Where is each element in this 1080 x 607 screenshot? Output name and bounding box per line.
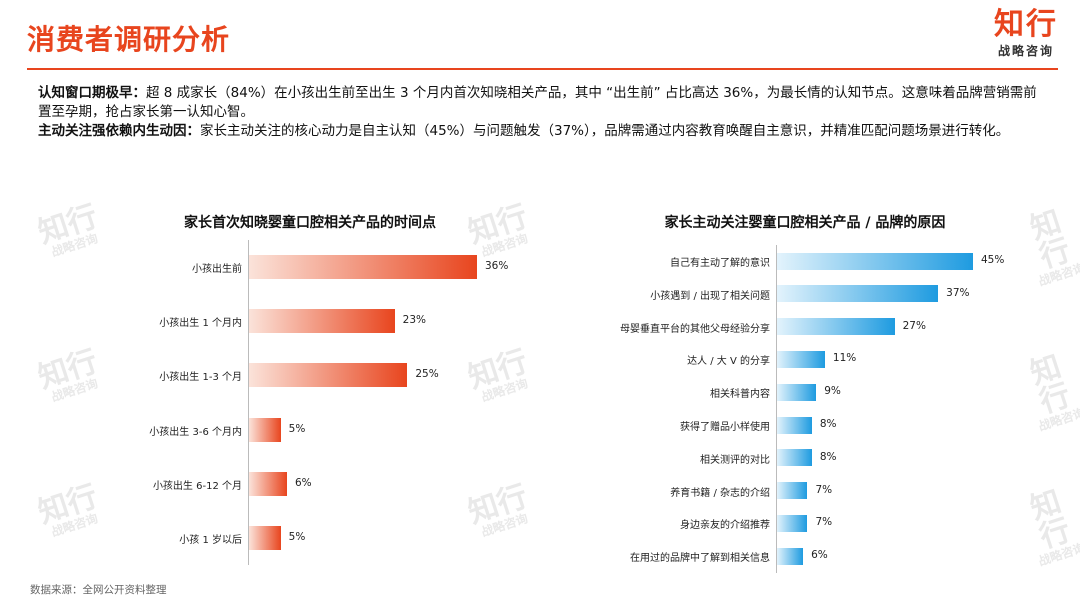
summary-point-2: 主动关注强依赖内生动因：家长主动关注的核心动力是自主认知（45%）与问题触发（3…: [38, 122, 1048, 141]
data-source-note: 数据来源：全网公开资料整理: [30, 584, 167, 596]
reason-chart-category-label: 获得了赠品小样使用: [680, 422, 770, 433]
watermark: 知行 战略咨询: [34, 344, 105, 405]
summary-text: 认知窗口期极早：超 8 成家长（84%）在小孩出生前至出生 3 个月内首次知晓相…: [38, 84, 1048, 141]
logo-sub-text: 战略咨询: [997, 44, 1054, 58]
time-chart-bar: [249, 417, 281, 442]
reason-chart-value-label: 11%: [832, 352, 857, 365]
reason-chart-bar: [777, 383, 817, 401]
summary-point-2-text: 家长主动关注的核心动力是自主认知（45%）与问题触发（37%），品牌需通过内容教…: [200, 123, 1010, 139]
reason-chart-category-label: 身边亲友的介绍推荐: [680, 520, 770, 532]
time-chart-category-label: 小孩出生 6-12 个月: [152, 480, 242, 492]
watermark: 知行 战略咨询: [34, 479, 105, 540]
reason-chart-category-label: 母婴垂直平台的其他父母经验分享: [620, 323, 770, 335]
time-chart-category-label: 小孩出生 3-6 个月内: [149, 426, 242, 438]
reason-chart-axis: [776, 244, 777, 573]
reason-chart-bar: [777, 416, 812, 434]
reason-chart-value-label: 8%: [819, 450, 837, 463]
time-chart-value-label: 25%: [415, 368, 439, 381]
watermark: 知行 战略咨询: [1015, 483, 1080, 568]
reason-chart-bar: [777, 252, 973, 270]
reason-chart-bar: [777, 514, 808, 532]
reason-chart-value-label: 6%: [811, 549, 828, 562]
reason-chart-bar: [777, 449, 812, 467]
reason-chart-bar: [777, 318, 895, 336]
reason-chart-bar: [777, 350, 825, 368]
reason-chart-bar: [777, 285, 939, 303]
time-chart-value-label: 5%: [288, 422, 306, 435]
reason-chart-category-label: 相关测评的对比: [700, 454, 770, 466]
watermark: 知行 战略咨询: [464, 344, 535, 405]
time-chart-value-label: 5%: [288, 531, 306, 543]
reason-chart-value-label: 7%: [815, 516, 833, 529]
summary-point-1-label: 认知窗口期极早：: [38, 85, 146, 101]
reason-chart-title: 家长主动关注婴童口腔相关产品 / 品牌的原因: [664, 215, 946, 231]
reason-chart-value-label: 9%: [824, 385, 841, 398]
reason-chart-value-label: 7%: [815, 483, 833, 496]
reason-chart-bar: [777, 547, 804, 565]
reason-chart-category-label: 小孩遇到 / 出现了相关问题: [650, 290, 770, 302]
reason-chart-value-label: 37%: [946, 286, 970, 299]
reason-chart-value-label: 27%: [902, 319, 926, 332]
time-chart-category-label: 小孩出生 1 个月内: [159, 318, 242, 330]
time-chart-category-label: 小孩出生 1-3 个月: [159, 372, 242, 384]
reason-chart-category-label: 自己有主动了解的意识: [670, 258, 770, 269]
summary-point-1: 认知窗口期极早：超 8 成家长（84%）在小孩出生前至出生 3 个月内首次知晓相…: [38, 84, 1048, 122]
summary-point-2-label: 主动关注强依赖内生动因：: [38, 123, 200, 139]
reason-chart-value-label: 8%: [819, 418, 837, 430]
title-divider: [27, 68, 1058, 70]
time-chart-category-label: 小孩出生前: [192, 264, 242, 275]
page-title: 消费者调研分析: [27, 23, 231, 56]
brand-logo: 知行 战略咨询: [994, 8, 1058, 59]
summary-point-1-text: 超 8 成家长（84%）在小孩出生前至出生 3 个月内首次知晓相关产品，其中 “…: [38, 85, 1037, 120]
reason-chart-bar: [777, 482, 808, 500]
time-chart-bar: [249, 255, 477, 279]
reason-chart-category-label: 在用过的品牌中了解到相关信息: [630, 553, 770, 565]
reason-chart-category-label: 达人 / 大 V 的分享: [687, 356, 770, 368]
time-chart-category-label: 小孩 1 岁以后: [179, 535, 242, 546]
watermark: 知行 战略咨询: [464, 479, 535, 540]
watermark: 知行 战略咨询: [1015, 348, 1080, 433]
reason-chart-value-label: 45%: [981, 254, 1005, 266]
logo-main-text: 知行: [994, 7, 1058, 42]
time-chart-bar: [249, 471, 287, 496]
time-chart-bar: [249, 526, 281, 550]
time-chart-value-label: 23%: [402, 314, 426, 327]
time-chart-value-label: 36%: [485, 260, 509, 272]
reason-chart-category-label: 养育书籍 / 杂志的介绍: [670, 487, 770, 499]
time-chart-value-label: 6%: [295, 476, 312, 489]
reason-chart-category-label: 相关科普内容: [710, 389, 770, 401]
time-chart-axis: [248, 239, 249, 566]
time-chart-bar: [249, 309, 395, 334]
time-chart-bar: [249, 363, 408, 388]
time-chart-title: 家长首次知晓婴童口腔相关产品的时间点: [184, 215, 436, 231]
